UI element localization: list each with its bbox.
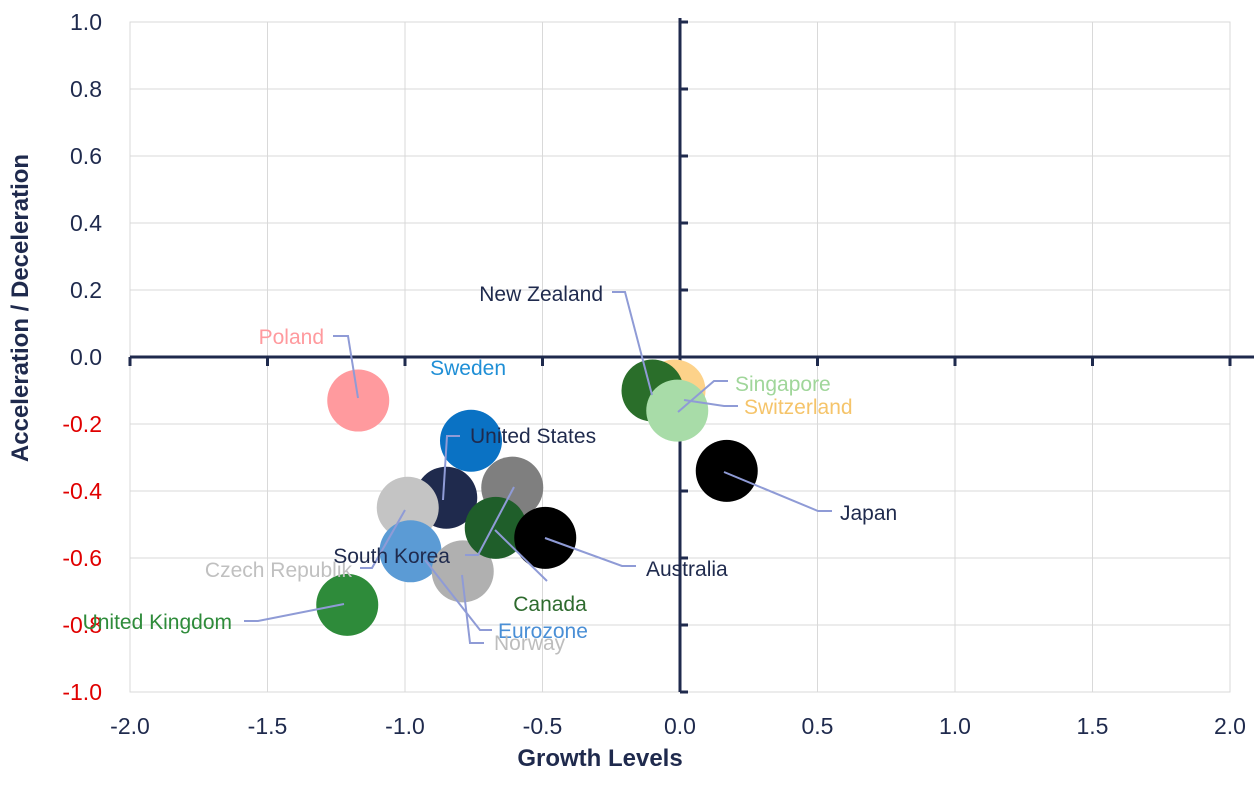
point-label-united-states: United States [470, 425, 596, 448]
y-tick-label: -0.6 [62, 545, 102, 571]
point-japan [695, 439, 758, 502]
point-label-new-zealand: New Zealand [479, 283, 603, 306]
point-eurozone [379, 520, 442, 583]
point-poland [327, 369, 390, 432]
y-tick-label: -1.0 [62, 679, 102, 705]
point-canada [464, 496, 527, 559]
point-label-singapore: Singapore [735, 373, 831, 396]
point-sweden [440, 409, 502, 472]
y-tick-label: -0.4 [62, 478, 102, 504]
point-label-sweden: Sweden [430, 357, 506, 380]
y-tick-label: -0.8 [62, 612, 102, 638]
data-points [316, 359, 758, 636]
y-tick-label: 0.0 [70, 344, 102, 370]
leader-line-canada [494, 529, 548, 582]
leader-line-czech-republik [360, 509, 406, 569]
x-tick-label: -1.5 [248, 713, 288, 739]
x-tick-label: 1.0 [939, 713, 971, 739]
point-singapore [646, 379, 709, 442]
x-axis-title: Growth Levels [517, 745, 682, 772]
leader-line-switzerland [683, 399, 738, 407]
x-tick-label: 2.0 [1214, 713, 1246, 739]
point-label-poland: Poland [259, 326, 324, 349]
point-label-japan: Japan [840, 502, 897, 525]
leader-line-poland [333, 335, 359, 399]
y-tick-label: 1.0 [70, 9, 102, 35]
x-tick-label: 0.0 [664, 713, 696, 739]
point-label-united-kingdom: United Kingdom [83, 611, 232, 634]
x-tick-label: -0.5 [523, 713, 563, 739]
leader-line-new-zealand [612, 291, 653, 396]
leader-line-japan [723, 471, 832, 512]
leader-line-eurozone [424, 559, 492, 631]
y-tick-label: 0.4 [70, 210, 102, 236]
leader-line-singapore [677, 380, 728, 413]
leader-line-united-kingdom [244, 603, 345, 622]
y-tick-label: 0.2 [70, 277, 102, 303]
y-tick-label: -0.2 [62, 411, 102, 437]
point-label-canada: Canada [513, 593, 587, 616]
leader-line-united-states [442, 435, 460, 501]
point-label-norway: Norway [494, 632, 566, 655]
x-tick-label: 0.5 [802, 713, 834, 739]
x-tick-label: -1.0 [385, 713, 425, 739]
point-label-south-korea: South Korea [333, 545, 450, 568]
x-tick-label: 1.5 [1077, 713, 1109, 739]
point-label-switzerland: Switzerland [744, 396, 853, 419]
y-tick-label: 0.8 [70, 76, 102, 102]
point-label-eurozone: Eurozone [498, 620, 588, 643]
y-tick-label: 0.6 [70, 143, 102, 169]
axes [128, 18, 1254, 694]
y-axis-title: Acceleration / Deceleration [7, 154, 34, 462]
x-tick-label: -2.0 [110, 713, 150, 739]
point-label-australia: Australia [646, 558, 728, 581]
leader-line-norway [461, 574, 484, 644]
leader-line-australia [544, 537, 636, 567]
point-united-kingdom [316, 573, 379, 636]
tick-labels: -2.0 -1.5 -1.0 -0.5 0.0 0.5 1.0 1.5 2.0 1.0 0.8 0.6… [62, 9, 1246, 739]
point-label-czech-republik: Czech Republik [205, 559, 353, 582]
leader-line-south-korea [465, 486, 515, 556]
